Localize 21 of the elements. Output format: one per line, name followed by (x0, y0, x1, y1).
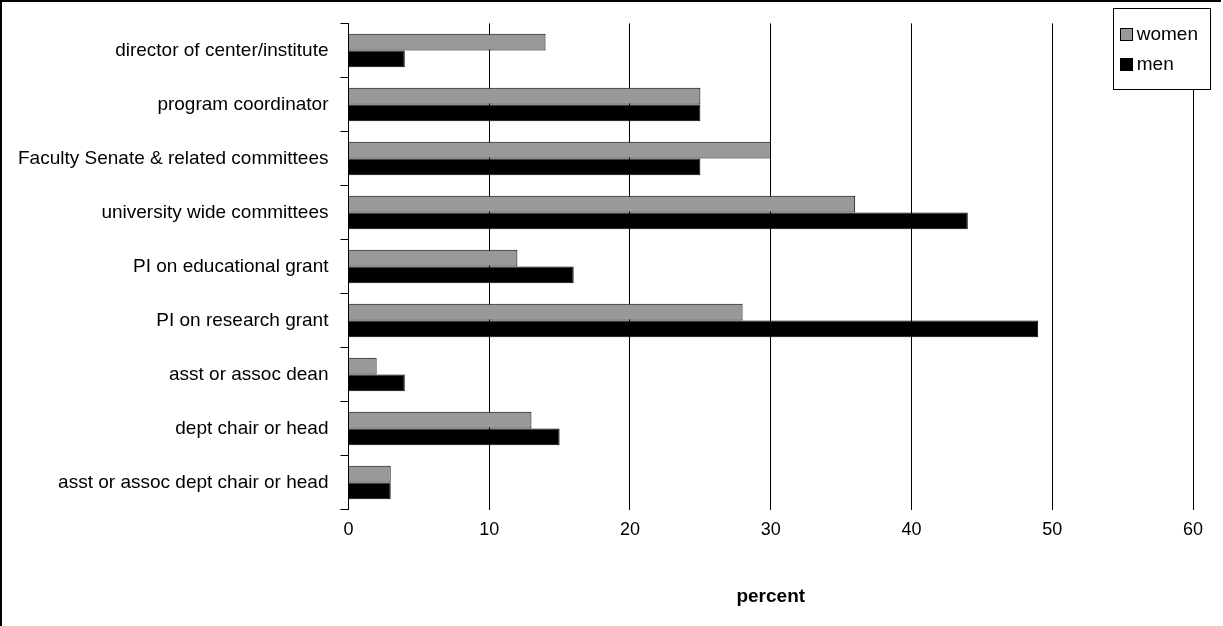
x-tick-label: 30 (760, 519, 781, 540)
x-tick-label: 20 (619, 519, 640, 540)
y-tick-label: asst or assoc dept chair or head (58, 470, 329, 492)
y-tick-label: asst or assoc dean (168, 362, 329, 384)
x-tick-label: 10 (479, 519, 500, 540)
legend-label: men (1136, 53, 1174, 75)
legend-label: women (1136, 23, 1198, 45)
bar (348, 482, 391, 500)
x-tick-label: 50 (1042, 519, 1063, 540)
bar (348, 374, 405, 392)
y-tick-label: PI on educational grant (133, 254, 330, 276)
x-axis-title: percent (736, 584, 806, 606)
y-tick-label: program coordinator (157, 92, 330, 114)
x-tick-label: 60 (1182, 519, 1204, 540)
y-tick-label: university wide committees (101, 200, 329, 222)
y-tick-label: PI on research grant (156, 308, 330, 330)
y-tick-label: director of center/institute (115, 38, 329, 60)
x-tick-label: 0 (343, 519, 354, 540)
y-tick-label: Faculty Senate & related committees (17, 146, 329, 168)
y-tick-label: dept chair or head (175, 416, 329, 438)
x-tick-label: 40 (901, 519, 922, 540)
